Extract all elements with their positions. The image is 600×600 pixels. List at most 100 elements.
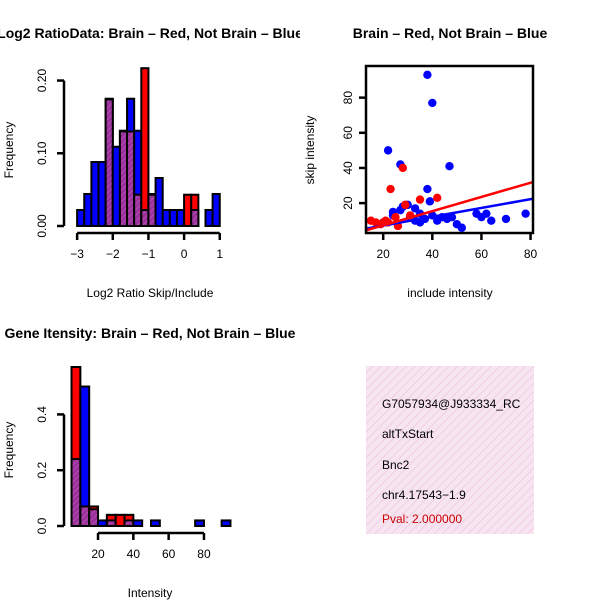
x-tick-label: 60 bbox=[475, 247, 489, 261]
x-tick-label: 40 bbox=[426, 247, 440, 261]
histogram-bar-overlap bbox=[104, 98, 114, 227]
scatter-point-not-brain bbox=[487, 216, 496, 225]
x-tick-label: 40 bbox=[127, 547, 141, 561]
histogram-bar-not-brain bbox=[76, 209, 86, 227]
histogram-bar-brain bbox=[140, 67, 150, 227]
y-tick-label: 60 bbox=[341, 126, 355, 140]
histogram-bar-overlap bbox=[190, 209, 200, 227]
histogram-bar-not-brain bbox=[154, 177, 164, 227]
histogram-bar-overlap bbox=[79, 505, 91, 528]
scatter-point-brain bbox=[401, 200, 410, 210]
fit-line-not-brain bbox=[366, 197, 533, 230]
intensity-scatter-plot: Brain – Red, Not Brain – Blue 20 40 60 8020… bbox=[303, 25, 547, 300]
y-tick-label: 20 bbox=[341, 196, 355, 210]
histogram-bar-overlap bbox=[126, 130, 136, 227]
histogram-bar-not-brain bbox=[175, 209, 186, 227]
x-tick-label: 20 bbox=[91, 547, 105, 561]
info-panel: G7057934@J933334_RC altTxStart Bnc2 chr4… bbox=[366, 366, 534, 534]
x-axis-label: Intensity bbox=[128, 586, 173, 600]
points bbox=[366, 70, 533, 232]
y-tick-label: 0.20 bbox=[35, 69, 49, 93]
probe-id: G7057934@J933334_RC bbox=[382, 397, 521, 411]
x-tick-label: −1 bbox=[142, 247, 156, 261]
genomic-location: chr4.17543−1.9 bbox=[382, 488, 466, 502]
histogram-bar-not-brain bbox=[161, 209, 171, 227]
scatter-point-not-brain bbox=[445, 162, 454, 171]
histogram-bar-not-brain bbox=[220, 519, 232, 528]
info-panel-background bbox=[366, 366, 534, 534]
chart-title: Log2 RatioData: Brain – Red, Not Brain –… bbox=[0, 25, 303, 41]
gene-intensity-histogram: Gene Itensity: Brain – Red, Not Brain – … bbox=[2, 325, 296, 600]
histogram-bar-not-brain bbox=[204, 209, 214, 227]
y-tick-label: 0.4 bbox=[35, 406, 49, 423]
histogram-bar-overlap bbox=[147, 193, 157, 228]
chart-title: Brain – Red, Not Brain – Blue bbox=[353, 25, 548, 41]
x-tick-label: −3 bbox=[70, 247, 84, 261]
x-tick-label: 0 bbox=[181, 247, 188, 261]
plot-frame bbox=[364, 64, 535, 235]
y-axis-label: Frequency bbox=[2, 422, 16, 479]
x-tick-label: 1 bbox=[216, 247, 223, 261]
scatter-point-not-brain bbox=[396, 205, 405, 215]
histogram-bar-overlap bbox=[123, 519, 135, 528]
histogram-bar-overlap bbox=[88, 508, 100, 527]
y-tick-label: 0.2 bbox=[35, 462, 49, 479]
histogram-bar-not-brain bbox=[79, 385, 91, 527]
x-tick-label: 80 bbox=[197, 547, 211, 561]
histogram-bar-not-brain bbox=[168, 209, 178, 227]
scatter-point-not-brain bbox=[457, 223, 466, 232]
scatter-point-not-brain bbox=[423, 70, 432, 79]
scatter-point-not-brain bbox=[425, 197, 435, 206]
histogram-bar-not-brain bbox=[83, 193, 93, 227]
x-tick-label: 20 bbox=[377, 247, 391, 261]
scatter-point-not-brain bbox=[428, 98, 437, 108]
scatter-point-brain bbox=[391, 212, 400, 222]
scatter-point-brain bbox=[433, 193, 442, 203]
scatter-point-not-brain bbox=[521, 209, 530, 218]
axes: 20 40 60 80 20 40 60 80 bbox=[341, 91, 538, 261]
histogram-bar-overlap bbox=[105, 519, 117, 528]
x-axis-label: include intensity bbox=[407, 286, 492, 300]
x-tick-label: −2 bbox=[106, 247, 120, 261]
histogram-bar-not-brain bbox=[150, 519, 161, 528]
scatter-point-brain bbox=[386, 184, 395, 194]
scatter-point-not-brain bbox=[410, 204, 420, 213]
histogram-bar-brain bbox=[114, 513, 126, 527]
histogram-bar-not-brain bbox=[211, 193, 221, 227]
bars bbox=[76, 67, 221, 228]
histogram-bar-overlap bbox=[118, 130, 129, 227]
scatter-point-not-brain bbox=[447, 212, 457, 222]
y-axis-label: skip intensity bbox=[303, 116, 317, 185]
x-tick-label: 80 bbox=[524, 247, 538, 261]
bars bbox=[70, 366, 232, 528]
scatter-point-not-brain bbox=[423, 184, 432, 194]
histogram-bar-brain bbox=[183, 193, 193, 228]
y-tick-label: 0.0 bbox=[35, 517, 49, 534]
histogram-bar-not-brain bbox=[97, 161, 107, 227]
scatter-point-brain bbox=[415, 195, 425, 204]
x-axis-label: Log2 Ratio Skip/Include bbox=[87, 286, 214, 300]
histogram-bar-not-brain bbox=[194, 519, 205, 528]
histogram-bar-not-brain bbox=[111, 145, 121, 228]
fit-line-brain bbox=[366, 180, 533, 232]
histogram-bar-overlap bbox=[140, 209, 150, 227]
y-tick-label: 80 bbox=[341, 91, 355, 105]
histogram-bar-not-brain bbox=[132, 519, 144, 528]
log2-ratio-histogram: Log2 RatioData: Brain – Red, Not Brain –… bbox=[0, 25, 303, 300]
gene-name: Bnc2 bbox=[382, 458, 410, 472]
histogram-bar-overlap bbox=[70, 458, 82, 528]
scatter-point-not-brain bbox=[482, 209, 491, 218]
scatter-point-not-brain bbox=[501, 214, 511, 224]
y-tick-label: 0.00 bbox=[35, 214, 49, 238]
scatter-point-brain bbox=[398, 163, 408, 173]
x-tick-label: 60 bbox=[162, 547, 176, 561]
histogram-bar-overlap bbox=[133, 193, 143, 228]
axes: −3 −2 −1 0 1 0.00 0.10 0.20 bbox=[35, 69, 223, 261]
y-tick-label: 0.10 bbox=[35, 141, 49, 165]
pval-text: Pval: 2.000000 bbox=[382, 512, 462, 526]
event-type: altTxStart bbox=[382, 427, 434, 441]
y-tick-label: 40 bbox=[341, 161, 355, 175]
chart-title: Gene Itensity: Brain – Red, Not Brain – … bbox=[5, 325, 296, 341]
y-axis-label: Frequency bbox=[2, 122, 16, 179]
